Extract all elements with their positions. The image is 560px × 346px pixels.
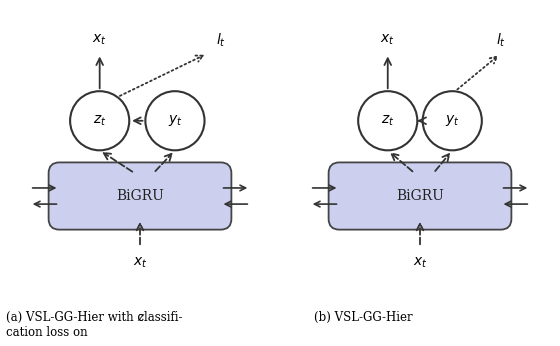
Text: $z_t$: $z_t$ xyxy=(93,113,106,128)
FancyBboxPatch shape xyxy=(329,162,511,230)
Text: BiGRU: BiGRU xyxy=(116,189,164,203)
Text: (a) VSL-GG-Hier with classifi-
cation loss on: (a) VSL-GG-Hier with classifi- cation lo… xyxy=(6,311,182,339)
Text: $y_t$: $y_t$ xyxy=(445,113,460,128)
Circle shape xyxy=(146,91,204,150)
Text: BiGRU: BiGRU xyxy=(396,189,444,203)
Text: $x_t$: $x_t$ xyxy=(413,256,427,271)
Text: (b) VSL-GG-Hier: (b) VSL-GG-Hier xyxy=(314,311,412,325)
Text: $l_t$: $l_t$ xyxy=(496,31,506,49)
FancyBboxPatch shape xyxy=(49,162,231,230)
Text: $x_t$: $x_t$ xyxy=(92,33,107,47)
Circle shape xyxy=(423,91,482,150)
Text: $y_t$: $y_t$ xyxy=(167,113,183,128)
Text: $x_t$: $x_t$ xyxy=(380,33,395,47)
Circle shape xyxy=(358,91,417,150)
Text: $l_t$: $l_t$ xyxy=(216,31,226,49)
Circle shape xyxy=(70,91,129,150)
Text: $z_t$: $z_t$ xyxy=(381,113,394,128)
Text: $x_t$: $x_t$ xyxy=(133,256,147,271)
Text: z: z xyxy=(137,311,143,325)
